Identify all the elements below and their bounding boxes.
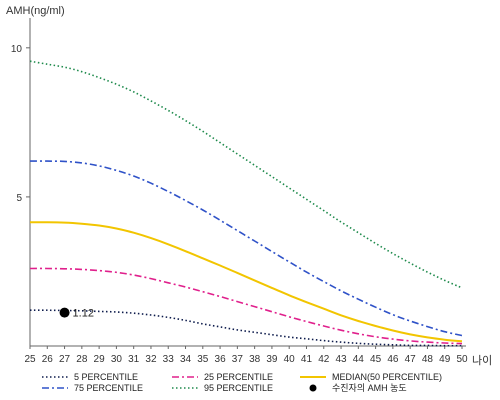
x-tick-label: 29 [94,354,106,365]
x-tick-label: 47 [405,354,417,365]
x-tick-label: 34 [180,354,192,365]
axes [29,18,466,347]
x-tick-label: 39 [266,354,278,365]
series-line-0 [30,309,463,347]
x-tick-label: 44 [353,354,365,365]
series-line-4 [29,60,463,289]
x-tick-label: 27 [59,354,71,365]
legend-label-patient: 수진자의 AMH 농도 [332,383,407,393]
x-tick-label: 41 [301,354,313,365]
x-tick-label: 48 [422,354,434,365]
x-axis-title: 나이 [472,354,492,367]
y-tick-label: 10 [11,44,23,55]
x-tick-label: 35 [197,354,209,365]
legend-label-4: MEDIAN(50 PERCENTILE) [332,372,442,382]
y-ticks: 5 10 [11,44,30,204]
x-tick-label: 45 [370,354,382,365]
x-tick-label: 38 [249,354,261,365]
y-axis-title: AMH(ng/ml) [6,5,65,17]
x-tick-label: 46 [387,354,399,365]
x-tick-label: 33 [163,354,175,365]
x-tick-label: 26 [42,354,54,365]
legend-label-3: 95 PERCENTILE [204,383,273,393]
series-lines [29,60,463,347]
x-ticks: 25 26 27 28 29 30 31 32 33 34 35 36 37 38 39 40 41 42 43 44… [24,346,468,365]
x-tick-label: 36 [215,354,227,365]
patient-value-label: 1.12 [73,308,94,320]
x-tick-label: 30 [111,354,123,365]
legend-label-0: 5 PERCENTILE [74,372,138,382]
y-tick-label: 5 [16,193,22,204]
series-line-2 [29,221,463,343]
x-tick-label: 43 [335,354,347,365]
legend-label-2: 25 PERCENTILE [204,372,273,382]
x-tick-label: 40 [284,354,296,365]
x-tick-label: 50 [456,354,468,365]
x-tick-label: 42 [318,354,330,365]
x-tick-label: 25 [24,354,36,365]
x-tick-label: 32 [145,354,157,365]
x-tick-label: 49 [439,354,451,365]
series-line-3 [30,160,463,337]
x-tick-label: 37 [232,354,244,365]
series-line-1 [29,267,463,345]
x-tick-label: 28 [76,354,88,365]
legend-marker-patient [309,384,317,392]
legend-label-1: 75 PERCENTILE [74,383,143,393]
patient-marker-group: 1.12 [59,307,94,320]
x-tick-label: 31 [128,354,140,365]
patient-marker [59,307,70,318]
